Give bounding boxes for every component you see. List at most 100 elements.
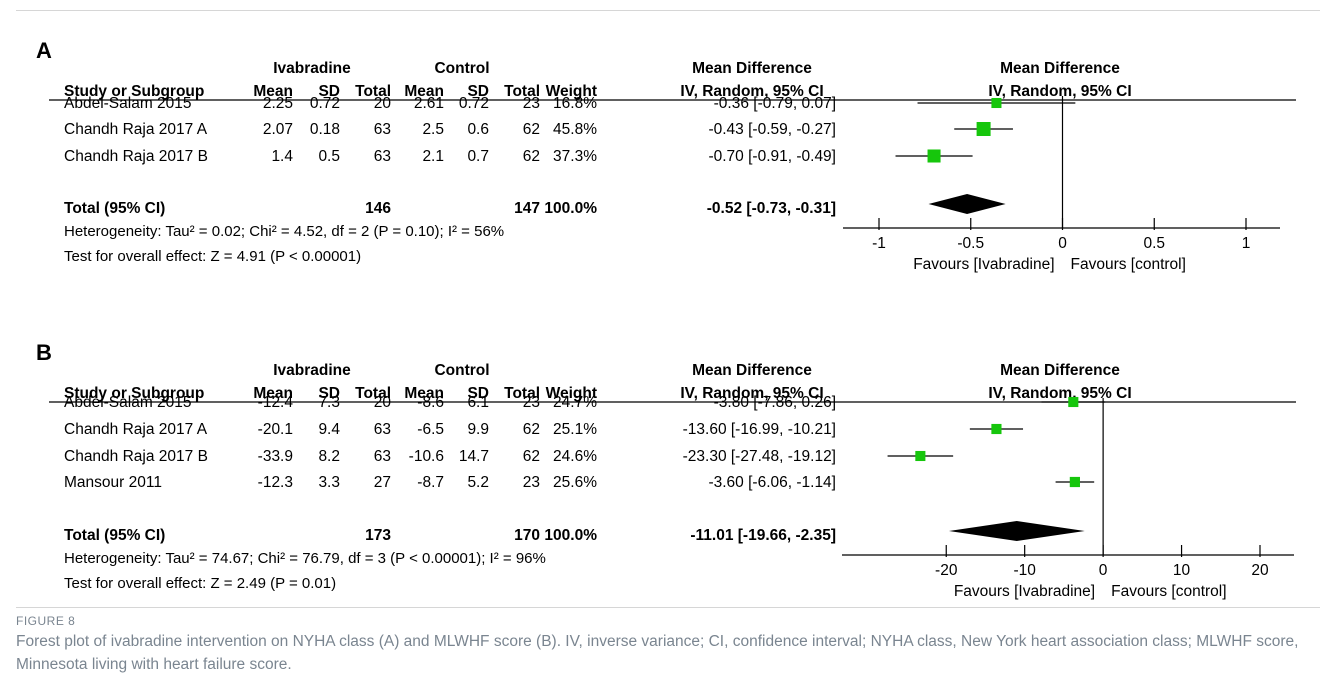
x-axis-tick-label: 10 xyxy=(1173,562,1191,579)
ivabradine-total: 20 xyxy=(374,95,392,112)
study-weight: 16.8% xyxy=(553,95,597,112)
heterogeneity-text: Heterogeneity: Tau² = 0.02; Chi² = 4.52,… xyxy=(64,223,504,240)
ivabradine-total: 63 xyxy=(374,448,391,465)
control-total: 62 xyxy=(523,421,540,438)
total-weight: 100.0% xyxy=(544,527,597,544)
column-header-total: Total xyxy=(504,385,540,402)
control-sd: 6.1 xyxy=(467,394,489,411)
control-total: 62 xyxy=(523,121,540,138)
control-sd: 5.2 xyxy=(467,474,489,491)
favours-left-label: Favours [Ivabradine] xyxy=(913,256,1054,273)
column-header-mean: Mean xyxy=(404,385,444,402)
ivabradine-mean: -12.4 xyxy=(258,394,294,411)
study-point-marker xyxy=(927,149,941,163)
column-header-sd: SD xyxy=(318,83,340,100)
total-ivabradine: 146 xyxy=(365,200,391,217)
total-label: Total (95% CI) xyxy=(64,527,165,544)
total-control: 147 xyxy=(514,200,540,217)
study-md-ci: -0.36 [-0.79, 0.07] xyxy=(714,95,836,112)
study-name: Chandh Raja 2017 A xyxy=(64,421,208,438)
study-name: Mansour 2011 xyxy=(64,474,162,491)
study-point-marker xyxy=(1069,476,1080,488)
group-header-control: Control xyxy=(434,362,489,379)
control-sd: 0.7 xyxy=(467,148,489,165)
ivabradine-sd: 0.18 xyxy=(310,121,340,138)
study-weight: 37.3% xyxy=(553,148,597,165)
heterogeneity-text: Heterogeneity: Tau² = 74.67; Chi² = 76.7… xyxy=(64,550,546,567)
control-sd: 14.7 xyxy=(459,448,489,465)
group-header-ivabradine: Ivabradine xyxy=(273,60,351,77)
ivabradine-sd: 8.2 xyxy=(318,448,340,465)
study-md-ci: -0.43 [-0.59, -0.27] xyxy=(708,121,836,138)
ivabradine-mean: -20.1 xyxy=(258,421,293,438)
favours-right-label: Favours [control] xyxy=(1071,256,1186,273)
study-point-marker xyxy=(991,423,1002,435)
study-name: Abdel-Salam 2015 xyxy=(64,394,192,411)
study-md-ci: -13.60 [-16.99, -10.21] xyxy=(683,421,836,438)
column-header-total: Total xyxy=(355,385,391,402)
column-header-md-method: IV, Random, 95% CI xyxy=(680,385,823,402)
control-mean: 2.61 xyxy=(414,95,444,112)
control-mean: 2.5 xyxy=(422,121,444,138)
column-header-mean: Mean xyxy=(253,83,293,100)
control-sd: 0.72 xyxy=(459,95,489,112)
column-header-total: Total xyxy=(355,83,391,100)
ivabradine-sd: 9.4 xyxy=(318,421,340,438)
study-name: Chandh Raja 2017 B xyxy=(64,148,208,165)
plot-column-title: Mean Difference xyxy=(1000,362,1120,379)
column-header-md-method: IV, Random, 95% CI xyxy=(680,83,823,100)
column-header-plot-method: IV, Random, 95% CI xyxy=(988,83,1131,100)
column-header-plot-method: IV, Random, 95% CI xyxy=(988,385,1131,402)
ivabradine-total: 63 xyxy=(374,421,391,438)
control-mean: -8.6 xyxy=(417,394,444,411)
control-total: 23 xyxy=(523,95,540,112)
panel-label: B xyxy=(36,340,52,365)
study-md-ci: -0.70 [-0.91, -0.49] xyxy=(708,148,836,165)
overall-effect-text: Test for overall effect: Z = 4.91 (P < 0… xyxy=(64,248,361,265)
column-header-sd: SD xyxy=(467,385,489,402)
favours-left-label: Favours [Ivabradine] xyxy=(954,583,1095,600)
study-md-ci: -3.80 [-7.86, 0.26] xyxy=(714,394,836,411)
ivabradine-total: 63 xyxy=(374,121,391,138)
x-axis-tick-label: 0.5 xyxy=(1143,235,1165,252)
control-sd: 0.6 xyxy=(467,121,489,138)
total-ivabradine: 173 xyxy=(365,527,391,544)
total-label: Total (95% CI) xyxy=(64,200,165,217)
md-column-title: Mean Difference xyxy=(692,60,812,77)
control-total: 62 xyxy=(523,448,540,465)
ivabradine-sd: 7.3 xyxy=(318,394,340,411)
x-axis-tick-label: 1 xyxy=(1242,235,1251,252)
x-axis-tick-label: -1 xyxy=(872,235,886,252)
group-header-control: Control xyxy=(434,60,489,77)
total-weight: 100.0% xyxy=(544,200,597,217)
control-total: 23 xyxy=(523,474,540,491)
md-column-title: Mean Difference xyxy=(692,362,812,379)
control-mean: -6.5 xyxy=(417,421,444,438)
ivabradine-mean: -12.3 xyxy=(258,474,293,491)
control-total: 23 xyxy=(523,394,540,411)
figure-caption: Forest plot of ivabradine intervention o… xyxy=(16,633,1299,673)
group-header-ivabradine: Ivabradine xyxy=(273,362,351,379)
x-axis-tick-label: -0.5 xyxy=(957,235,984,252)
control-mean: -10.6 xyxy=(409,448,444,465)
ivabradine-mean: -33.9 xyxy=(258,448,293,465)
overall-effect-text: Test for overall effect: Z = 2.49 (P = 0… xyxy=(64,575,336,592)
control-total: 62 xyxy=(523,148,540,165)
study-point-marker xyxy=(991,97,1002,109)
ivabradine-mean: 2.07 xyxy=(263,121,293,138)
control-mean: -8.7 xyxy=(417,474,444,491)
column-header-study: Study or Subgroup xyxy=(64,83,204,100)
column-header-total: Total xyxy=(504,83,540,100)
ivabradine-sd: 3.3 xyxy=(318,474,340,491)
pooled-effect-diamond xyxy=(948,521,1085,541)
column-header-sd: SD xyxy=(467,83,489,100)
x-axis-tick-label: -20 xyxy=(935,562,958,579)
study-md-ci: -3.60 [-6.06, -1.14] xyxy=(708,474,836,491)
study-weight: 45.8% xyxy=(553,121,597,138)
figure-frame xyxy=(16,10,1320,608)
ivabradine-sd: 0.72 xyxy=(310,95,340,112)
study-point-marker xyxy=(1068,396,1079,408)
column-header-sd: SD xyxy=(318,385,340,402)
x-axis-tick-label: 0 xyxy=(1099,562,1108,579)
study-md-ci: -23.30 [-27.48, -19.12] xyxy=(683,448,836,465)
